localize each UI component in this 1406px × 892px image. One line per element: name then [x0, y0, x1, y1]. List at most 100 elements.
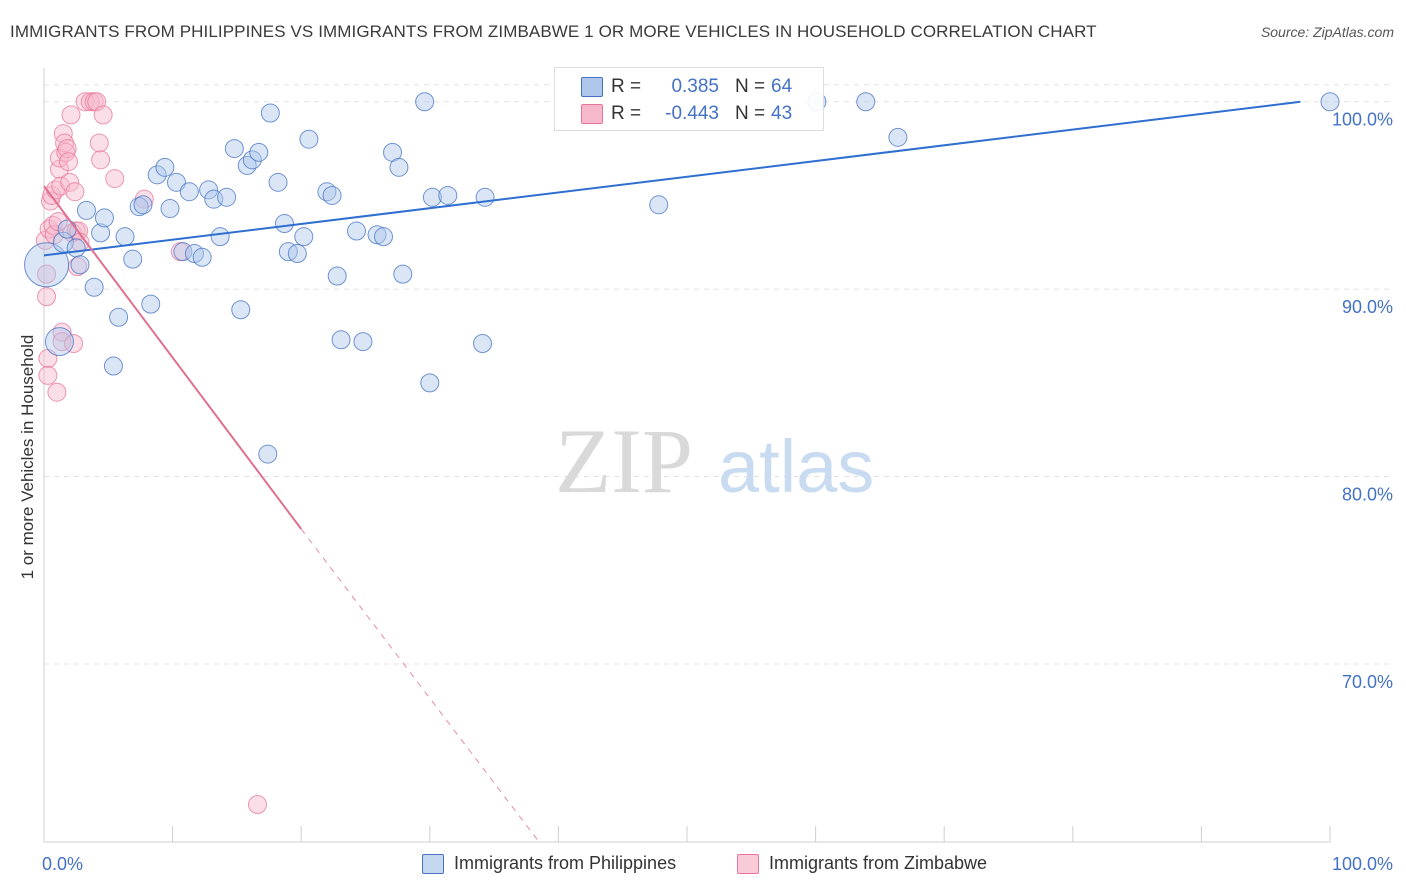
philippines-swatch	[422, 854, 444, 874]
zimbabwe-swatch	[581, 104, 603, 124]
chart-source: Source: ZipAtlas.com	[1260, 24, 1394, 40]
philippines-point	[237, 155, 257, 175]
philippines-point	[473, 333, 493, 353]
zimbabwe-point	[65, 182, 85, 202]
philippines-point	[420, 373, 440, 393]
zimbabwe-point	[37, 264, 57, 284]
philippines-point	[91, 223, 111, 243]
philippines-point	[327, 266, 347, 286]
philippines-point	[374, 227, 394, 247]
philippines-point	[66, 238, 86, 258]
philippines-point	[389, 157, 409, 177]
y-tick-label: 90.0%	[1342, 297, 1393, 317]
watermark-atlas: atlas	[718, 425, 874, 508]
philippines-point	[84, 277, 104, 297]
philippines-point	[173, 242, 193, 262]
philippines-point	[242, 150, 262, 170]
philippines-point	[115, 227, 135, 247]
philippines-point	[123, 249, 143, 269]
watermark-zip: ZIP	[555, 410, 693, 512]
philippines-point	[353, 332, 373, 352]
philippines-point	[249, 142, 269, 162]
philippines-point	[44, 327, 74, 357]
philippines-point	[393, 264, 413, 284]
philippines-point	[155, 157, 175, 177]
philippines-point	[260, 103, 280, 123]
philippines-point	[210, 227, 230, 247]
zimbabwe-trend-extension	[300, 528, 540, 843]
zimbabwe-point	[61, 105, 81, 125]
r-label: R =	[611, 103, 642, 124]
philippines-point	[94, 208, 114, 228]
philippines-point	[192, 247, 212, 267]
legend-row-zimbabwe: R = -0.443 N = 43	[555, 100, 823, 128]
legend-label-zimbabwe: Immigrants from Zimbabwe	[769, 853, 988, 873]
philippines-point	[268, 172, 288, 192]
philippines-point	[856, 92, 876, 112]
series-legend: Immigrants from Philippines Immigrants f…	[0, 852, 1406, 878]
philippines-point	[299, 129, 319, 149]
n-label: N =	[735, 103, 766, 124]
chart-title: IMMIGRANTS FROM PHILIPPINES VS IMMIGRANT…	[10, 22, 1097, 41]
philippines-point	[147, 165, 167, 185]
y-tick-label: 80.0%	[1342, 485, 1393, 505]
philippines-swatch	[581, 77, 603, 97]
correlation-legend: R = 0.385 N = 64 R = -0.443 N = 43	[554, 67, 824, 131]
zimbabwe-trend-line	[43, 185, 303, 530]
x-tick-labels: 0.0% 100.0%	[42, 854, 1393, 874]
philippines-point	[166, 172, 186, 192]
zimbabwe-point	[247, 795, 267, 815]
r-value: 0.385	[671, 76, 719, 97]
n-value: 43	[771, 103, 793, 124]
philippines-point	[274, 214, 294, 234]
n-label: N =	[735, 76, 766, 97]
philippines-point	[317, 182, 337, 202]
zimbabwe-point	[35, 230, 55, 250]
philippines-point	[231, 300, 251, 320]
philippines-point	[438, 185, 458, 205]
x-tick-label: 0.0%	[42, 854, 83, 874]
n-value: 64	[771, 76, 793, 97]
philippines-point	[331, 330, 351, 350]
philippines-trend-line	[43, 100, 1301, 257]
philippines-point	[217, 187, 237, 207]
philippines-point	[224, 139, 244, 159]
y-tick-label: 70.0%	[1342, 672, 1393, 692]
philippines-point	[76, 200, 96, 220]
zimbabwe-point	[58, 152, 78, 172]
philippines-point	[888, 127, 908, 147]
x-tick-label: 100.0%	[1332, 854, 1393, 874]
zimbabwe-point	[105, 169, 125, 189]
legend-row-philippines: R = 0.385 N = 64	[555, 73, 823, 101]
philippines-point	[133, 195, 153, 215]
zimbabwe-point	[89, 133, 109, 153]
zimbabwe-point	[52, 332, 72, 352]
philippines-point	[141, 294, 161, 314]
r-label: R =	[611, 76, 642, 97]
y-tick-labels: 70.0% 80.0% 90.0% 100.0%	[1332, 110, 1393, 692]
zimbabwe-point	[47, 382, 67, 402]
zimbabwe-swatch	[737, 854, 759, 874]
zimbabwe-point	[91, 150, 111, 170]
philippines-point	[367, 225, 387, 245]
zimbabwe-point	[60, 172, 80, 192]
philippines-point	[322, 185, 342, 205]
philippines-point	[70, 255, 90, 275]
philippines-point	[649, 195, 669, 215]
philippines-point	[199, 180, 219, 200]
philippines-point	[346, 221, 366, 241]
y-tick-label: 100.0%	[1332, 110, 1393, 130]
philippines-point	[179, 182, 199, 202]
philippines-point	[258, 444, 278, 464]
philippines-point	[415, 92, 435, 112]
philippines-point	[475, 187, 495, 207]
philippines-point	[294, 227, 314, 247]
zimbabwe-point	[93, 105, 113, 125]
philippines-point	[422, 187, 442, 207]
axes	[43, 68, 1331, 843]
philippines-point	[160, 199, 180, 219]
trend-lines	[43, 100, 1301, 843]
scatter-points	[24, 92, 1340, 815]
r-value: -0.443	[665, 103, 719, 124]
